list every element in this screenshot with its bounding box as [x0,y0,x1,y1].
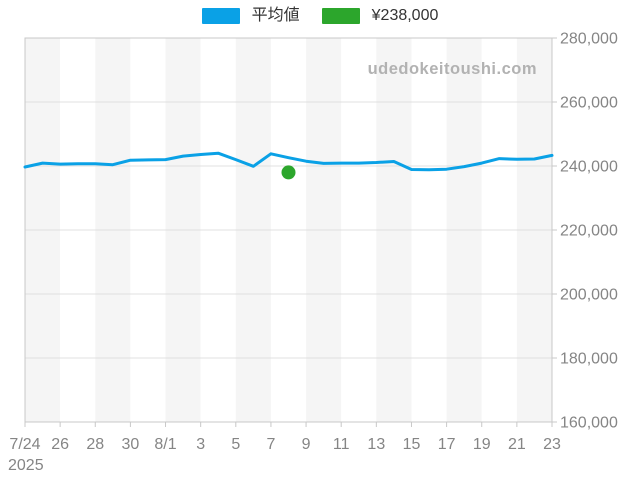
x-axis-label: 19 [473,436,491,453]
legend-item-price-point[interactable]: ¥238,000 [321,6,439,26]
x-axis-label: 9 [302,436,311,453]
y-axis-label: 240,000 [560,159,618,176]
x-axis-label: 8/1 [154,436,176,453]
chart-legend: 平均値 ¥238,000 [0,6,640,26]
price-point-swatch-icon [321,8,360,24]
x-axis-label: 26 [51,436,69,453]
x-axis-label: 23 [543,436,561,453]
x-axis-label: 30 [122,436,140,453]
x-axis-label: 7/24 [9,436,40,453]
y-axis-label: 160,000 [560,415,618,432]
watermark-text: udedokeitoushi.com [368,60,537,78]
x-axis-year-label: 2025 [8,457,44,474]
y-axis-label: 180,000 [560,351,618,368]
x-axis-label: 13 [367,436,385,453]
average-price-line [23,151,554,172]
legend-label-average: 平均値 [251,7,300,24]
y-axis-label: 220,000 [560,223,618,240]
x-axis-label: 15 [403,436,421,453]
y-axis-label: 280,000 [560,31,618,48]
y-axis-label: 260,000 [560,95,618,112]
legend-label-price: ¥238,000 [371,7,439,24]
legend-item-average[interactable]: 平均値 [201,6,300,26]
average-series-swatch-icon [201,8,240,24]
x-axis-label: 5 [231,436,240,453]
x-axis-label: 7 [266,436,275,453]
x-axis-label: 11 [333,436,350,453]
y-axis-label: 200,000 [560,287,618,304]
x-axis-label: 17 [438,436,456,453]
x-axis-label: 3 [196,436,205,453]
price-point-marker[interactable] [281,165,296,180]
x-axis-label: 28 [86,436,104,453]
x-axis-label: 21 [508,436,526,453]
